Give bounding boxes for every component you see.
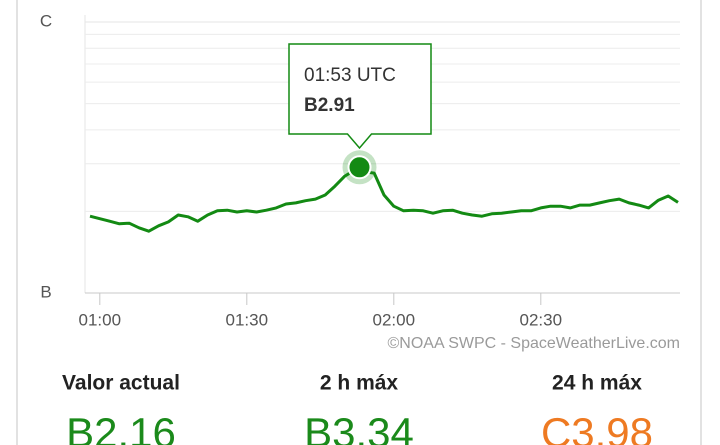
highlight-point [347, 155, 372, 180]
credit: ©NOAA SWPC - SpaceWeatherLive.com [388, 335, 680, 352]
x-tick-label: 02:30 [520, 310, 563, 329]
x-tick-label: 02:00 [373, 310, 416, 329]
grid: B C 01:00 01:30 02:00 02:30 [40, 11, 680, 329]
stat-value: B3.34 [304, 409, 414, 445]
tooltip-box [288, 43, 432, 150]
x-tick-label: 01:00 [79, 310, 122, 329]
stat-label: 2 h máx [320, 372, 399, 395]
stat-value: B2.16 [66, 409, 176, 445]
stats: Valor actual B2.16 2 h máx B3.34 24 h máx C3.… [62, 372, 653, 445]
tooltip-time: 01:53 UTC [304, 65, 396, 86]
series-line [89, 165, 679, 233]
tooltip-value: B2.91 [304, 95, 355, 116]
y-tick-label: C [40, 11, 52, 30]
stat-label: 24 h máx [552, 372, 642, 395]
plot: 01:53 UTC B2.91 [89, 43, 679, 233]
stat-value: C3.98 [541, 409, 653, 445]
tooltip: 01:53 UTC B2.91 [288, 43, 432, 150]
x-tick-label: 01:30 [226, 310, 269, 329]
stat-label: Valor actual [62, 372, 180, 395]
y-tick-label: B [40, 282, 51, 301]
